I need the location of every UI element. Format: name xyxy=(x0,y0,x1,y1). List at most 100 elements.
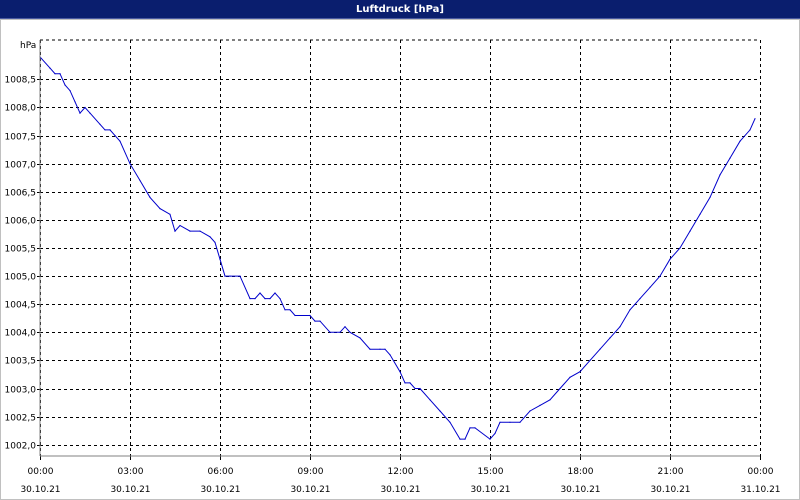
data-point xyxy=(169,213,171,215)
chart-title: Luftdruck [hPa] xyxy=(0,0,800,19)
data-point xyxy=(679,247,681,249)
data-point xyxy=(339,331,341,333)
data-point xyxy=(414,387,416,390)
data-point xyxy=(64,84,66,86)
data-point xyxy=(284,309,286,311)
data-point xyxy=(259,292,261,294)
data-point xyxy=(84,106,86,109)
data-point xyxy=(629,309,631,311)
data-point xyxy=(599,348,601,350)
data-point xyxy=(474,427,476,429)
y-tick-label: 1006,5 xyxy=(5,189,37,199)
data-point xyxy=(409,382,411,384)
data-point xyxy=(219,258,221,260)
data-point xyxy=(399,371,401,373)
data-point xyxy=(69,90,71,92)
data-point xyxy=(464,438,466,440)
y-tick-label: 1006,0 xyxy=(5,217,37,227)
y-tick-label: 1004,0 xyxy=(5,329,37,339)
y-tick-label: 1007,0 xyxy=(5,161,37,171)
data-point xyxy=(289,309,291,311)
y-tick-label: 1002,5 xyxy=(5,414,37,424)
x-tick-time-label: 21:00 xyxy=(658,467,684,477)
y-tick-label: 1004,5 xyxy=(5,301,37,311)
data-point xyxy=(549,399,551,401)
data-point xyxy=(349,331,351,333)
data-point xyxy=(274,292,276,294)
data-point xyxy=(754,118,756,120)
y-tick-label: 1007,5 xyxy=(5,133,37,143)
data-point xyxy=(619,326,621,328)
data-point xyxy=(74,101,76,103)
x-tick-date-label: 31.10.21 xyxy=(740,485,780,495)
y-tick-label: 1002,0 xyxy=(5,442,37,452)
data-point xyxy=(224,275,226,277)
x-tick-time-label: 00:00 xyxy=(748,467,774,477)
x-tick-time-label: 18:00 xyxy=(568,467,594,477)
data-point xyxy=(229,275,231,277)
data-point xyxy=(129,163,131,165)
data-point xyxy=(719,174,721,176)
x-tick-date-label: 30.10.21 xyxy=(200,485,240,495)
data-point xyxy=(359,337,361,339)
data-point xyxy=(529,410,531,412)
x-tick-time-label: 09:00 xyxy=(298,467,324,477)
data-point xyxy=(709,196,711,198)
y-tick-label: 1008,0 xyxy=(5,104,37,114)
data-point xyxy=(699,213,701,215)
data-point xyxy=(579,371,581,373)
data-point xyxy=(494,432,496,435)
x-tick-time-label: 15:00 xyxy=(478,467,504,477)
data-point xyxy=(239,275,241,277)
data-point xyxy=(99,123,101,125)
data-point xyxy=(294,314,296,317)
x-tick-time-label: 12:00 xyxy=(388,467,414,477)
data-point xyxy=(469,427,471,429)
data-point xyxy=(519,421,521,423)
data-point xyxy=(499,421,501,423)
data-point xyxy=(269,298,271,300)
data-point xyxy=(439,410,441,412)
data-point xyxy=(249,298,251,300)
x-axis-ticks: 00:00 30.10.21 03:00 30.10.21 06:00 30.10.21 0… xyxy=(20,456,781,495)
data-point xyxy=(149,196,151,198)
data-point xyxy=(539,404,541,406)
data-point xyxy=(449,421,451,423)
y-tick-label: 1003,0 xyxy=(5,386,37,396)
x-tick-date-label: 30.10.21 xyxy=(470,485,510,495)
data-point xyxy=(489,438,491,440)
data-point xyxy=(639,298,641,300)
data-point xyxy=(404,382,406,384)
data-point xyxy=(329,331,331,333)
data-point xyxy=(159,208,161,210)
data-point xyxy=(54,73,56,75)
data-point xyxy=(189,230,191,232)
data-point xyxy=(214,241,216,243)
data-point xyxy=(419,387,421,390)
data-point xyxy=(89,112,91,114)
x-tick-time-label: 03:00 xyxy=(118,467,144,477)
x-tick-date-label: 30.10.21 xyxy=(290,485,330,495)
data-point xyxy=(209,236,211,238)
x-tick-date-label: 30.10.21 xyxy=(650,485,690,495)
data-point xyxy=(139,179,141,182)
data-point xyxy=(264,298,266,300)
data-point xyxy=(569,376,571,378)
data-point xyxy=(729,157,731,159)
data-point xyxy=(179,224,181,227)
data-point xyxy=(389,354,391,356)
data-point xyxy=(609,337,611,339)
data-point xyxy=(344,326,346,328)
series-group xyxy=(39,56,756,440)
data-point xyxy=(59,73,61,75)
data-point xyxy=(79,112,81,114)
x-tick-time-label: 06:00 xyxy=(208,467,234,477)
data-point xyxy=(649,286,651,288)
data-point xyxy=(369,348,371,350)
x-tick-date-label: 30.10.21 xyxy=(560,485,600,495)
x-tick-date-label: 30.10.21 xyxy=(20,485,60,495)
data-point xyxy=(384,348,386,350)
data-point xyxy=(309,314,311,317)
x-tick-date-label: 30.10.21 xyxy=(380,485,420,495)
